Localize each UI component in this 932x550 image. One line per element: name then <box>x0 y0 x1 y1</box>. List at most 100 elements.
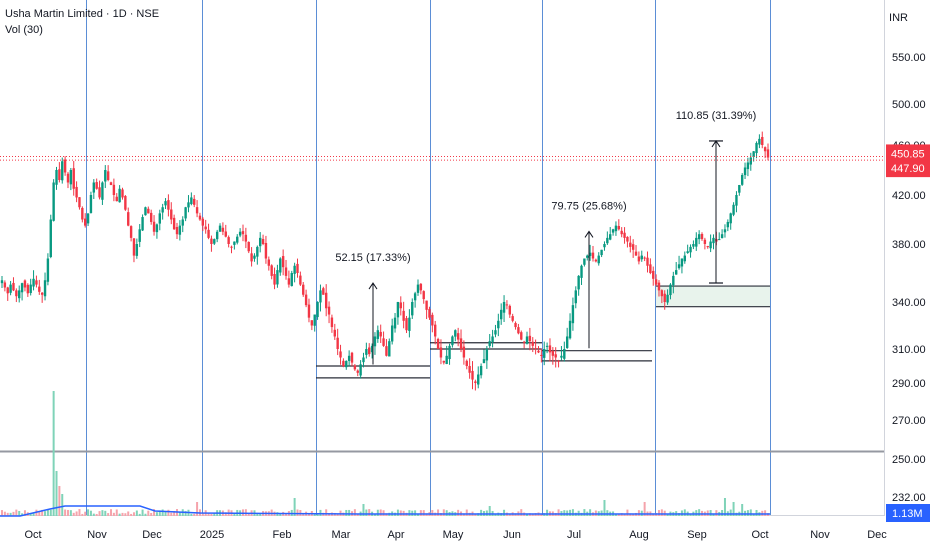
candle-body <box>253 255 256 259</box>
volume-bar <box>408 510 411 516</box>
volume-indicator-label[interactable]: Vol (30) <box>5 24 43 36</box>
candle-body <box>454 330 457 337</box>
candle-body <box>488 341 491 346</box>
volume-bar <box>683 509 686 516</box>
candle-body <box>459 338 463 349</box>
time-axis[interactable]: Oct Nov Dec 2025 Feb Mar Apr May Jun Jul Aug Sep Oct… <box>24 529 887 541</box>
volume-bar <box>746 510 749 516</box>
price-tick-label: 310.00 <box>892 344 926 356</box>
volume-bar <box>660 509 663 516</box>
volume-bar <box>112 512 115 516</box>
candle-body <box>49 219 52 257</box>
candle-body <box>98 187 101 198</box>
price-axis[interactable]: 550.00500.00460.00420.00380.00340.00310.… <box>892 52 926 504</box>
price-tag <box>886 159 930 178</box>
candle-body <box>390 325 394 342</box>
candle-body <box>132 238 136 256</box>
candle-body <box>350 352 354 363</box>
volume-bar <box>623 513 626 516</box>
candle-body <box>749 157 752 165</box>
volume-bar <box>695 510 698 516</box>
candle-body <box>499 309 503 320</box>
candle-body <box>345 360 348 368</box>
volume-bar <box>503 509 506 516</box>
candle-body <box>672 275 675 286</box>
candle-body <box>543 349 546 358</box>
volume-bar <box>84 511 87 516</box>
volume-bar <box>161 509 164 516</box>
volume-bar <box>414 510 417 516</box>
candle-body <box>313 314 316 326</box>
candle-body <box>215 231 219 240</box>
candle-body <box>3 282 7 288</box>
volume-bar <box>12 511 15 516</box>
candle-body <box>634 251 638 256</box>
symbol-title[interactable]: Usha Martin Limited · 1D · NSE <box>5 8 160 20</box>
candle-body <box>204 226 207 230</box>
candle-body <box>304 294 308 306</box>
time-tick-label: Nov <box>810 529 830 541</box>
candle-body <box>195 207 199 214</box>
candle-body <box>614 225 618 232</box>
candle-body <box>213 239 216 244</box>
volume-bar <box>709 510 712 516</box>
candle-body <box>677 264 681 269</box>
candle-body <box>316 302 319 318</box>
candle-body <box>623 232 626 238</box>
volume-bar <box>178 511 181 516</box>
candle-body <box>686 251 689 253</box>
candle-body <box>474 381 477 383</box>
candle-body <box>631 244 635 250</box>
candle-body <box>129 226 133 238</box>
candle-body <box>307 304 311 318</box>
volume-bar <box>41 509 44 516</box>
candle-body <box>497 320 500 329</box>
volume-bar <box>104 510 107 516</box>
volume-bar <box>127 511 130 516</box>
candle-body <box>617 225 621 230</box>
candle-body <box>276 270 279 285</box>
candle-body <box>302 284 305 295</box>
volume-bar <box>764 510 767 516</box>
volume-bar <box>256 512 259 516</box>
volume-bar <box>328 513 331 516</box>
volume-bar <box>442 509 445 516</box>
price-tick-label: 290.00 <box>892 378 926 390</box>
candle-body <box>534 348 537 350</box>
candle-body <box>643 257 646 259</box>
candle-body <box>158 213 161 224</box>
volume-bar <box>124 513 127 516</box>
measure-annotations: 52.15 (17.33%) 79.75 (25.68%) 110.85 (31.3… <box>335 110 756 365</box>
candle-body <box>416 284 420 293</box>
volume-bar <box>480 509 483 516</box>
candle-body <box>15 290 18 297</box>
volume-bar <box>224 512 227 516</box>
volume-bar <box>508 513 511 516</box>
candle-body <box>740 175 744 185</box>
candle-body <box>425 300 428 310</box>
volume-bar <box>348 509 351 516</box>
time-tick-label: Jul <box>567 529 581 541</box>
volume-bar <box>64 509 67 516</box>
currency-label[interactable]: INR <box>889 12 908 24</box>
candle-body <box>520 332 523 340</box>
volume-bar <box>382 510 385 516</box>
candle-body <box>482 359 486 364</box>
candle-body <box>69 170 73 185</box>
candle-body <box>419 283 423 291</box>
volume-bar <box>98 511 101 516</box>
price-tick-label: 270.00 <box>892 415 926 427</box>
candle-body <box>172 217 176 230</box>
candle-body <box>187 202 190 208</box>
candle-body <box>405 318 408 331</box>
volume-bar <box>118 513 121 516</box>
candle-body <box>611 229 615 233</box>
time-tick-label: Dec <box>142 529 162 541</box>
candle-body <box>181 219 184 226</box>
candle-body <box>75 186 78 198</box>
volume-bar <box>66 509 69 516</box>
candle-body <box>594 259 598 262</box>
candle-body <box>115 196 118 202</box>
candle-body <box>236 236 239 243</box>
